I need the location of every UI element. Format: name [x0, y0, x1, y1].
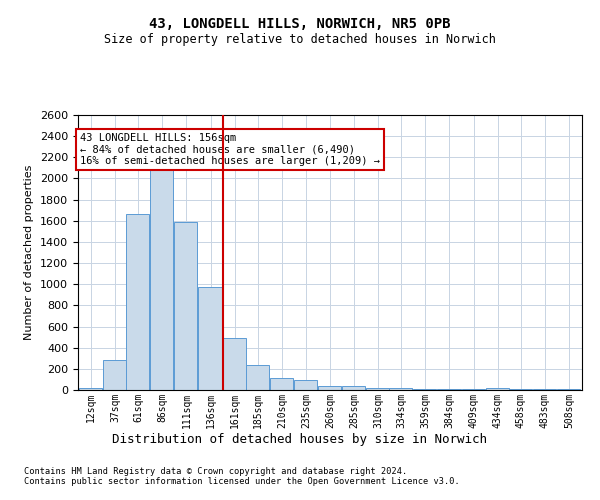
Y-axis label: Number of detached properties: Number of detached properties	[25, 165, 34, 340]
Bar	[461, 389, 485, 390]
Bar	[485, 388, 509, 390]
Text: Size of property relative to detached houses in Norwich: Size of property relative to detached ho…	[104, 32, 496, 46]
Bar	[437, 389, 461, 390]
Bar	[126, 214, 149, 390]
Bar	[150, 164, 173, 390]
Bar	[199, 288, 221, 390]
Bar	[294, 380, 317, 390]
Bar	[245, 364, 269, 390]
Bar	[389, 388, 412, 390]
Bar	[103, 360, 126, 390]
Bar	[342, 386, 365, 390]
Text: Contains HM Land Registry data © Crown copyright and database right 2024.: Contains HM Land Registry data © Crown c…	[24, 468, 407, 476]
Bar	[223, 338, 245, 390]
Text: 43, LONGDELL HILLS, NORWICH, NR5 0PB: 43, LONGDELL HILLS, NORWICH, NR5 0PB	[149, 18, 451, 32]
Bar	[318, 386, 341, 390]
Text: Contains public sector information licensed under the Open Government Licence v3: Contains public sector information licen…	[24, 478, 460, 486]
Bar	[413, 389, 436, 390]
Bar	[175, 222, 197, 390]
Bar	[270, 378, 293, 390]
Bar	[79, 388, 102, 390]
Bar	[366, 388, 389, 390]
Text: 43 LONGDELL HILLS: 156sqm
← 84% of detached houses are smaller (6,490)
16% of se: 43 LONGDELL HILLS: 156sqm ← 84% of detac…	[80, 133, 380, 166]
Text: Distribution of detached houses by size in Norwich: Distribution of detached houses by size …	[113, 432, 487, 446]
